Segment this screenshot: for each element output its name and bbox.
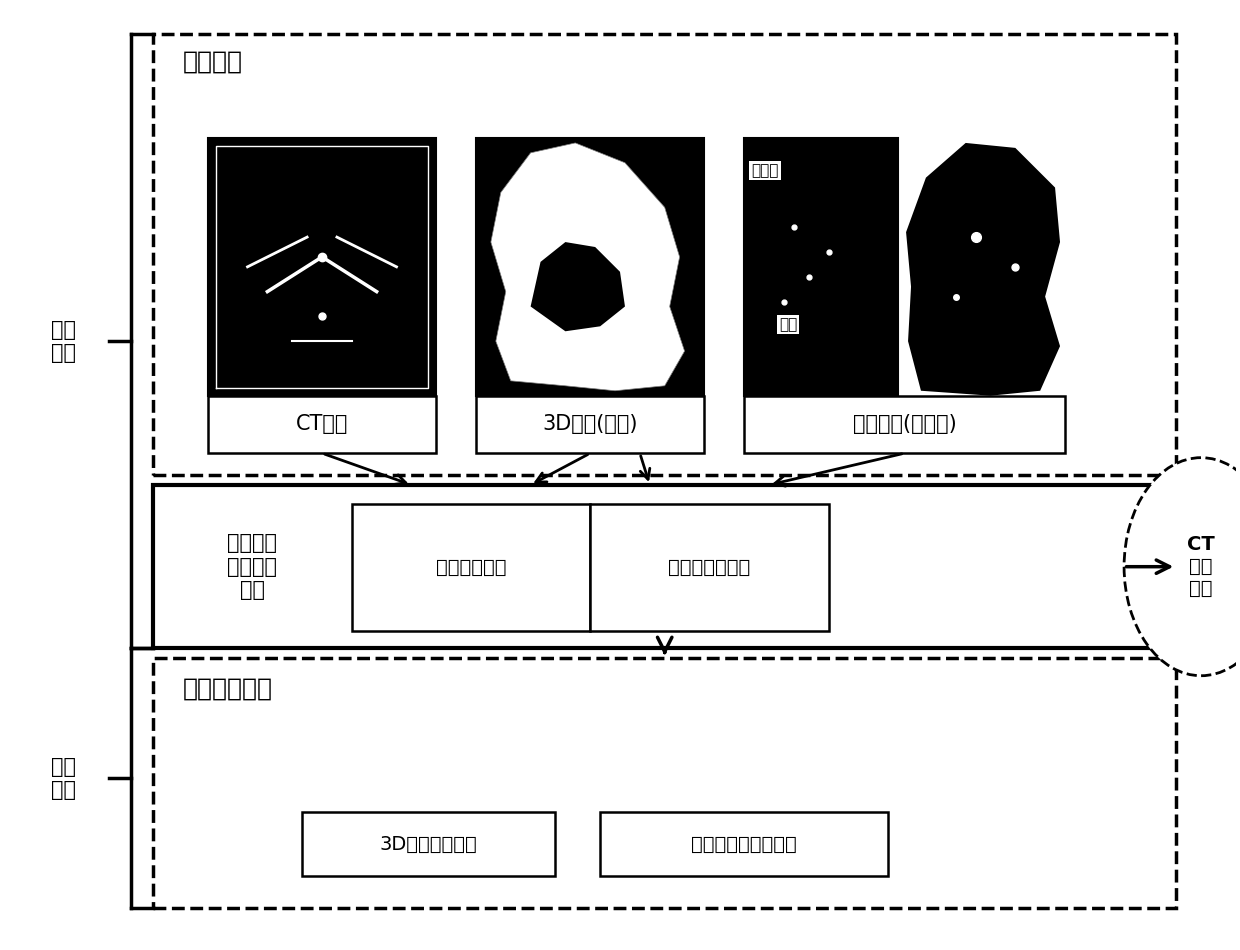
Bar bbox=[208, 138, 436, 396]
Bar bbox=[476, 138, 704, 396]
Text: CT图像: CT图像 bbox=[296, 414, 348, 434]
Text: 3D形状（标签）: 3D形状（标签） bbox=[379, 835, 477, 854]
Text: 入点: 入点 bbox=[779, 317, 797, 332]
Text: 训练数据: 训练数据 bbox=[182, 49, 243, 74]
Bar bbox=[476, 396, 704, 453]
Ellipse shape bbox=[1125, 458, 1240, 675]
Bar bbox=[303, 812, 556, 877]
Text: 测试输出数据: 测试输出数据 bbox=[182, 676, 273, 700]
Text: 3D形状(标签): 3D形状(标签) bbox=[542, 414, 637, 434]
Text: 手术路径
自动规划
网络: 手术路径 自动规划 网络 bbox=[227, 534, 278, 599]
Text: 手术路径(特征点): 手术路径(特征点) bbox=[853, 414, 956, 434]
Text: 方向点: 方向点 bbox=[751, 163, 779, 179]
Polygon shape bbox=[531, 242, 625, 332]
Text: 网络
测试: 网络 测试 bbox=[51, 757, 77, 800]
Bar bbox=[154, 658, 1177, 908]
Text: 形状分割网络: 形状分割网络 bbox=[435, 558, 506, 577]
Bar bbox=[208, 396, 436, 453]
Bar bbox=[352, 504, 590, 631]
Bar bbox=[154, 484, 1177, 649]
Text: 网络
训练: 网络 训练 bbox=[51, 319, 77, 363]
Text: CT
测试
图像: CT 测试 图像 bbox=[1187, 535, 1215, 598]
Polygon shape bbox=[491, 142, 684, 390]
Bar bbox=[600, 812, 888, 877]
Polygon shape bbox=[906, 142, 1060, 396]
Bar bbox=[744, 396, 1065, 453]
Bar bbox=[744, 138, 898, 396]
Text: 路径点定位网络: 路径点定位网络 bbox=[668, 558, 750, 577]
Bar bbox=[590, 504, 828, 631]
Text: 手术路径（特征点）: 手术路径（特征点） bbox=[691, 835, 797, 854]
Bar bbox=[154, 34, 1177, 475]
